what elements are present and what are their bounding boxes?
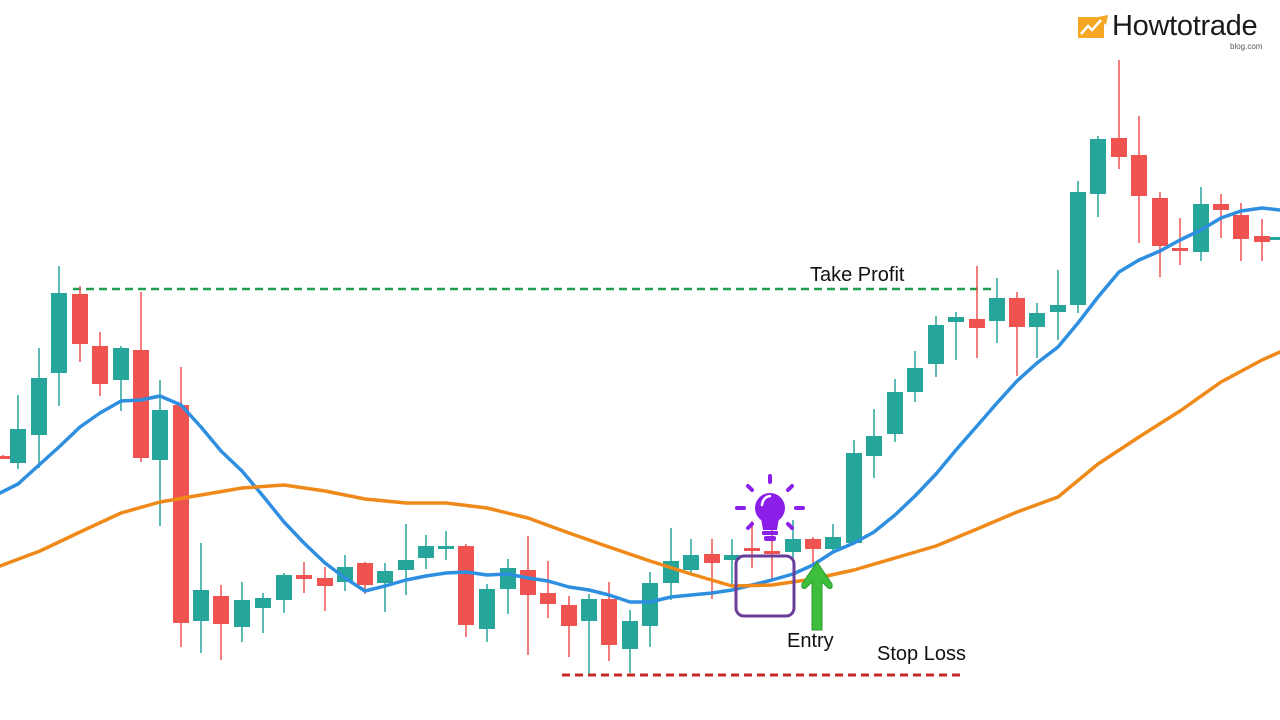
stop-loss-label: Stop Loss — [877, 643, 966, 665]
candle — [479, 584, 495, 642]
moving-averages — [0, 206, 1280, 604]
candle — [520, 536, 536, 655]
take-profit-label: Take Profit — [810, 264, 905, 286]
candle — [846, 440, 862, 544]
candle — [1131, 116, 1147, 243]
signal-highlight-box — [734, 554, 796, 618]
candle — [1070, 181, 1086, 313]
candle — [418, 535, 434, 569]
brand-logo: Howtotrade blog.com — [1078, 8, 1278, 54]
candle — [948, 312, 964, 360]
candle — [704, 539, 720, 599]
candle — [540, 561, 556, 618]
candle — [744, 521, 760, 568]
candle — [0, 455, 11, 459]
candle — [1029, 303, 1045, 358]
fast-ema-line — [0, 206, 1280, 604]
candle — [907, 351, 923, 402]
candle — [581, 594, 597, 674]
candle — [866, 409, 882, 478]
brand-name: Howtotrade — [1112, 10, 1258, 42]
candle — [51, 266, 67, 406]
candles — [0, 60, 1280, 674]
candle — [458, 544, 474, 637]
chart-arrow-logo-icon — [1078, 15, 1108, 38]
candle — [724, 539, 740, 586]
candle — [989, 278, 1005, 343]
candle — [317, 567, 333, 611]
candle — [72, 286, 88, 362]
candle — [31, 348, 47, 468]
candle — [438, 531, 454, 560]
candle — [887, 379, 903, 442]
candle — [1152, 192, 1168, 277]
entry-arrow-icon — [801, 561, 833, 631]
candle — [296, 562, 312, 593]
candle — [10, 395, 26, 469]
candle — [337, 555, 353, 591]
candle — [805, 537, 821, 563]
candle — [1254, 219, 1270, 261]
candle — [398, 524, 414, 595]
candle — [255, 593, 271, 633]
candle — [1111, 60, 1127, 169]
entry-label: Entry — [787, 630, 834, 652]
candle — [357, 562, 373, 594]
candle — [622, 610, 638, 673]
lightbulb-icon — [735, 474, 805, 541]
candle — [642, 572, 658, 647]
candle — [213, 585, 229, 660]
candle — [193, 543, 209, 653]
candle — [1090, 136, 1106, 217]
candle — [683, 539, 699, 574]
candle — [663, 528, 679, 600]
trade-markers — [734, 474, 833, 631]
brand-domain: blog.com — [1230, 42, 1263, 51]
candle — [825, 524, 841, 553]
candle — [276, 573, 292, 613]
candle — [1193, 187, 1209, 261]
candle — [928, 316, 944, 377]
price-levels — [73, 287, 995, 677]
candle — [1050, 270, 1066, 340]
candle — [1213, 194, 1229, 238]
candle — [92, 332, 108, 396]
candle — [234, 582, 250, 642]
candle — [561, 596, 577, 657]
candle — [1009, 292, 1025, 376]
candle — [133, 292, 149, 462]
candle — [1270, 237, 1280, 240]
candle — [969, 266, 985, 358]
slow-ema-line — [0, 350, 1280, 588]
candle — [500, 559, 516, 614]
candle — [173, 367, 189, 647]
